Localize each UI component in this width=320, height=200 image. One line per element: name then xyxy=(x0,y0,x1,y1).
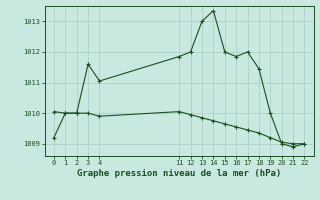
X-axis label: Graphe pression niveau de la mer (hPa): Graphe pression niveau de la mer (hPa) xyxy=(77,169,281,178)
